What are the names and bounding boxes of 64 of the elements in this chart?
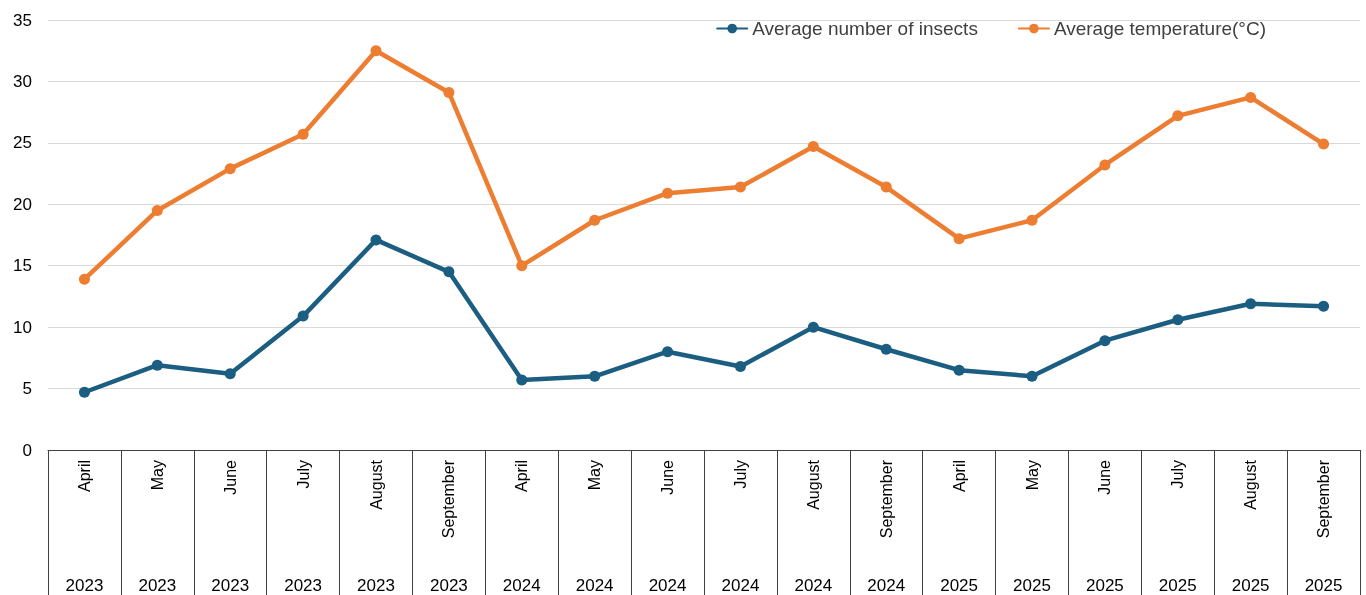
category-label: May 2024: [575, 460, 614, 595]
point: [224, 368, 236, 380]
point: [1172, 314, 1184, 326]
point: [370, 234, 382, 246]
point: [1318, 300, 1330, 312]
point: [297, 310, 309, 322]
legend-label: Average number of insects: [752, 18, 978, 39]
category-label: May 2023: [138, 460, 177, 595]
category-label: May 2025: [1013, 460, 1051, 595]
point: [880, 343, 892, 355]
point: [662, 346, 674, 358]
point: [589, 370, 601, 382]
point: [297, 128, 309, 140]
category-label: August 2024: [794, 460, 833, 595]
point: [151, 359, 163, 371]
category-label: August 2023: [357, 460, 395, 595]
y-tick-label: 35: [13, 10, 32, 30]
category-label: July 2025: [1158, 460, 1197, 595]
category-label: September 2025: [1304, 460, 1343, 595]
category-label: July 2023: [284, 460, 323, 595]
point: [370, 45, 382, 57]
y-tick-label: 0: [22, 440, 32, 460]
y-tick-label: 20: [13, 194, 32, 214]
point: [78, 386, 90, 398]
y-tick-label: 15: [13, 256, 32, 276]
category-label: September 2024: [867, 460, 906, 595]
category-label: April 2023: [65, 460, 104, 595]
category-label: June 2023: [211, 460, 250, 595]
category-label: September 2023: [429, 460, 468, 595]
point: [807, 141, 819, 153]
point: [1099, 159, 1111, 171]
y-tick-label: 25: [13, 133, 32, 153]
point: [734, 181, 746, 193]
point: [1099, 335, 1111, 347]
point: [151, 204, 163, 216]
y-tick-label: 5: [22, 379, 32, 399]
category-label: April 2024: [502, 460, 541, 595]
point: [1245, 91, 1257, 103]
point: [1245, 298, 1257, 310]
point: [1318, 138, 1330, 150]
point: [1172, 110, 1184, 122]
point: [224, 163, 236, 175]
category-label: June 2025: [1085, 460, 1124, 595]
category-label: July 2024: [721, 460, 760, 595]
legend-label: Average temperature(°C): [1053, 18, 1267, 39]
point: [1026, 214, 1038, 226]
point: [1026, 370, 1038, 382]
point: [880, 181, 892, 193]
point: [807, 321, 819, 333]
point: [953, 364, 965, 376]
point: [953, 233, 965, 245]
point: [589, 214, 601, 226]
category-label: April 2025: [940, 460, 979, 595]
category-label: August 2025: [1231, 460, 1270, 595]
y-tick-label: 30: [13, 71, 32, 91]
point: [662, 187, 674, 199]
point: [443, 86, 455, 98]
point: [78, 273, 90, 285]
point: [734, 360, 746, 372]
point: [516, 260, 528, 272]
point: [516, 374, 528, 386]
category-label: June 2024: [648, 460, 687, 595]
point: [443, 266, 455, 278]
y-tick-label: 10: [13, 317, 32, 337]
